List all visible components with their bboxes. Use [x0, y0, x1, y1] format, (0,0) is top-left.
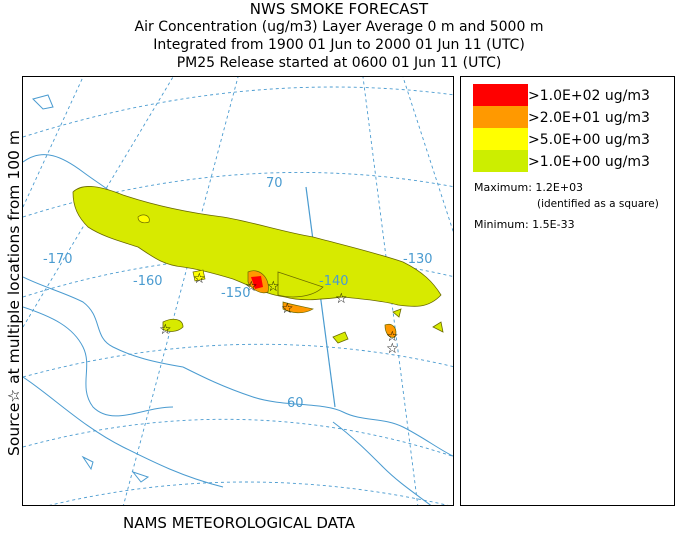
legend-label-level4: >1.0E+02 ug/m3	[528, 88, 650, 104]
latitude-label: 70	[266, 176, 283, 191]
legend-swatch-level3	[473, 106, 528, 128]
longitude-label: -130	[403, 252, 433, 267]
legend-panel: >1.0E+02 ug/m3 >2.0E+01 ug/m3 >5.0E+00 u…	[460, 76, 675, 506]
source-markers: ☆ ☆ ☆ ☆ ☆ ☆ ☆ ☆	[159, 271, 399, 357]
forecast-title: NWS SMOKE FORECAST	[249, 0, 429, 18]
legend-swatch-level1	[473, 150, 528, 172]
map-panel: ☆ ☆ ☆ ☆ ☆ ☆ ☆ ☆ 70 60 -170 -160 -150 -14…	[22, 76, 454, 506]
legend-label-level3: >2.0E+01 ug/m3	[528, 110, 650, 126]
legend-minimum: Minimum: 1.5E-33	[474, 218, 575, 231]
layer-description: Air Concentration (ug/m3) Layer Average …	[134, 19, 544, 35]
release-time: PM25 Release started at 0600 01 Jun 11 (…	[176, 55, 502, 71]
legend-swatch-level4	[473, 84, 528, 106]
legend-swatch-level2	[473, 128, 528, 150]
longitude-label: -160	[133, 274, 163, 289]
source-marker: ☆	[159, 322, 172, 338]
legend-label-level1: >1.0E+00 ug/m3	[528, 154, 650, 170]
source-marker: ☆	[267, 279, 280, 295]
legend-label-level2: >5.0E+00 ug/m3	[528, 132, 650, 148]
source-marker: ☆	[281, 301, 294, 317]
source-marker: ☆	[386, 341, 399, 357]
legend-maximum: Maximum: 1.2E+03	[474, 181, 584, 194]
integration-period: Integrated from 1900 01 Jun to 2000 01 J…	[153, 37, 525, 53]
source-marker: ☆	[386, 329, 399, 345]
latitude-label: 60	[287, 396, 304, 411]
legend-maximum-note: (identified as a square)	[537, 198, 659, 210]
source-marker: ☆	[335, 291, 348, 307]
meteorological-data-label: NAMS METEOROLOGICAL DATA	[123, 514, 355, 532]
alaska-map: ☆ ☆ ☆ ☆ ☆ ☆ ☆ ☆ 70 60 -170 -160 -150 -14…	[23, 77, 453, 505]
longitude-label: -170	[43, 252, 73, 267]
longitude-label: -150	[221, 286, 251, 301]
source-marker: ☆	[193, 271, 206, 287]
source-marker: ☆	[245, 279, 258, 295]
longitude-label: -140	[319, 274, 349, 289]
smoke-plume	[72, 186, 444, 344]
